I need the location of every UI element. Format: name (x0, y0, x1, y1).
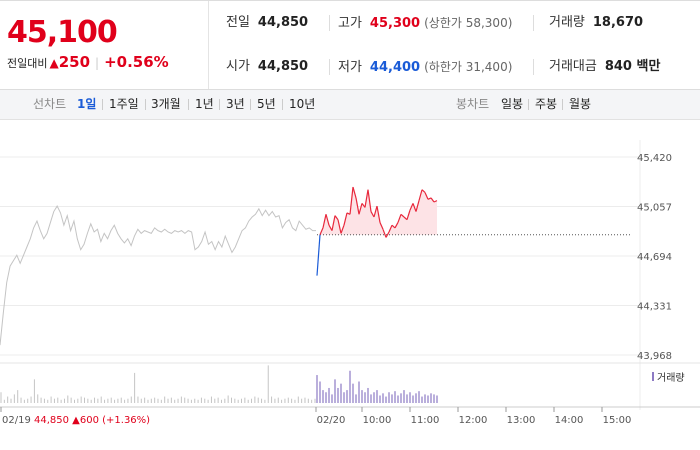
x-tick-label: 02/19 (2, 415, 31, 426)
period-3year-tab[interactable]: 3년 (226, 97, 245, 111)
stat-col-1: 전일 44,850 시가 44,850 (226, 1, 336, 89)
volume-chart: 거래량 (0, 362, 700, 403)
period-1year-tab[interactable]: 1년 (195, 97, 214, 111)
price-line-segment (319, 227, 324, 235)
y-tick-label: 43,968 (637, 351, 672, 362)
price-line-segment (370, 211, 375, 218)
chart-fill (320, 187, 437, 238)
x-tick-label: 12:00 (459, 415, 488, 426)
period-3month-tab[interactable]: 3개월 (151, 97, 181, 111)
stat-col-2: 고가 45,300 (상한가 58,300) 저가 44,400 (하한가 31,400… (338, 1, 538, 89)
price-line-segment (394, 222, 399, 229)
price-line-segment (367, 189, 372, 212)
prev-day-summary: 44,850 ▲600 (+1.36%) (34, 415, 150, 426)
price-line-segment (391, 224, 396, 229)
price-line-segment (334, 215, 339, 221)
change-rate: +0.56% (104, 53, 169, 71)
price-line-segment (355, 197, 360, 215)
low-price: 저가 44,400 (하한가 31,400) (338, 60, 513, 75)
prev-close: 전일 44,850 (226, 15, 309, 30)
high-price: 고가 45,300 (상한가 58,300) (338, 16, 513, 31)
price-line-segment (331, 215, 336, 231)
price-line-segment (361, 203, 366, 208)
divider: | (95, 56, 100, 70)
price-line-segment (328, 224, 333, 231)
price-line-segment (337, 219, 342, 234)
y-tick-label: 45,057 (637, 203, 672, 214)
y-axis-labels: 45,420 45,057 44,694 44,331 43,968 (637, 153, 672, 362)
price-line-segment (349, 186, 354, 215)
price-chart[interactable]: 45,420 45,057 44,694 44,331 43,968 거래량 02/19… (0, 120, 700, 450)
price-line-segment (373, 205, 378, 218)
x-tick-label: 11:00 (411, 415, 440, 426)
y-tick-label: 44,694 (637, 252, 672, 263)
price-line-segment (409, 203, 414, 211)
price-line-segment (322, 214, 327, 229)
volume: 거래량 18,670 (549, 15, 644, 30)
x-tick-label: 13:00 (507, 415, 536, 426)
period-1day-tab[interactable]: 1일 (77, 97, 97, 111)
price-box: 45,100 전일대비 ▲250 | +0.56% (0, 1, 209, 89)
divider (533, 15, 534, 31)
period-1week-tab[interactable]: 1주일 (109, 97, 139, 111)
price-line-segment (418, 189, 423, 201)
volume-legend-swatch (652, 372, 654, 381)
price-line-segment (340, 224, 345, 234)
price-line-segment (400, 213, 405, 218)
price-line-segment (388, 224, 393, 233)
divider (329, 15, 330, 31)
price-line-segment (376, 205, 381, 223)
price-line-segment (424, 192, 429, 200)
line-chart-label: 선차트 (33, 97, 67, 111)
price-line-segment (343, 212, 348, 226)
open-price: 시가 44,850 (226, 59, 309, 74)
price-line-segment (325, 214, 330, 226)
stat-col-3: 거래량 18,670 거래대금 840 백만 (549, 1, 699, 89)
price-line-segment (385, 231, 390, 238)
up-arrow-icon: ▲ (49, 56, 59, 70)
price-line-segment (397, 214, 402, 223)
price-line-segment (403, 216, 408, 221)
y-tick-label: 45,420 (637, 153, 672, 164)
candle-chart-label: 봉차트 (456, 97, 490, 111)
price-line-segment (379, 222, 384, 230)
price-line-segment (364, 189, 369, 208)
change-value: 250 (58, 53, 91, 71)
change-label: 전일대비 (7, 57, 48, 70)
change-row: 전일대비 ▲250 | +0.56% (7, 53, 169, 73)
volume-legend-label: 거래량 (657, 372, 685, 384)
price-line-segment (358, 203, 363, 215)
current-price: 45,100 (7, 15, 118, 50)
chart-toolbar: 선차트 1일 1주일 3개월 1년 3년 5년 10년 봉차트 일봉 주봉 월봉 (0, 90, 700, 120)
price-line-segment (430, 197, 435, 203)
x-tick-label: 14:00 (555, 415, 584, 426)
price-fill-area (320, 187, 437, 238)
prev-day-line (0, 205, 316, 346)
price-line-segment (427, 197, 432, 200)
price-line-segment (352, 186, 357, 199)
price-line-segment (412, 203, 417, 212)
price-line-segment (415, 200, 420, 212)
trade-amount: 거래대금 840 백만 (549, 59, 661, 74)
divider (329, 59, 330, 75)
price-line-segment (316, 234, 321, 276)
stock-summary: 45,100 전일대비 ▲250 | +0.56% 전일 44,850 시가 44,850… (0, 0, 700, 90)
chart-grid (0, 140, 641, 410)
price-line-segment (406, 210, 411, 220)
candle-daily-tab[interactable]: 일봉 (501, 97, 524, 111)
price-line-segment (433, 200, 438, 203)
chart-lines (0, 186, 632, 346)
candle-weekly-tab[interactable]: 주봉 (535, 97, 558, 111)
divider (533, 59, 534, 75)
y-tick-label: 44,331 (637, 302, 672, 313)
x-axis: 02/19 02/20 10:00 11:00 12:00 13:00 14:00 15:00… (0, 406, 700, 426)
period-5year-tab[interactable]: 5년 (257, 97, 276, 111)
price-line-segment (382, 229, 387, 238)
price-line-segment (421, 189, 426, 193)
x-tick-label: 02/20 (317, 415, 346, 426)
x-tick-label: 15:00 (603, 415, 632, 426)
x-tick-label: 10:00 (363, 415, 392, 426)
candle-monthly-tab[interactable]: 월봉 (569, 97, 592, 111)
period-10year-tab[interactable]: 10년 (289, 97, 316, 111)
